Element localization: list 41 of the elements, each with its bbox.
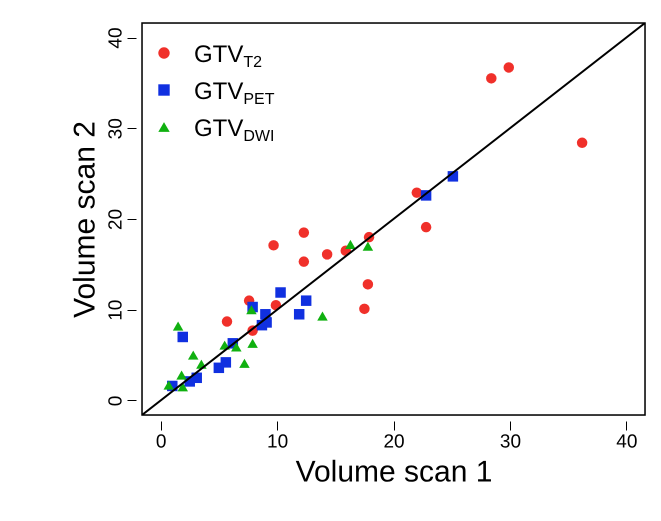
point	[268, 240, 279, 251]
point	[576, 138, 588, 148]
x-tick-label: 0	[156, 432, 166, 452]
point	[362, 242, 374, 251]
point	[300, 295, 312, 306]
point	[231, 342, 242, 352]
y-tick-label: 30	[106, 118, 126, 140]
y-tick-label: 0	[106, 396, 126, 406]
point	[294, 309, 304, 320]
point	[188, 350, 198, 360]
point	[247, 338, 258, 348]
point	[178, 332, 188, 342]
point	[298, 256, 310, 267]
x-tick-label: 40	[616, 432, 638, 452]
x-tick-label: 20	[383, 432, 405, 452]
point	[246, 305, 257, 314]
point	[222, 316, 232, 327]
point	[412, 187, 422, 198]
x-axis-title: Volume scan 1	[296, 456, 492, 488]
point	[164, 380, 174, 390]
point	[322, 249, 332, 260]
y-tick-label: 10	[106, 300, 126, 321]
x-tick-label: 30	[500, 432, 522, 452]
point	[345, 240, 356, 249]
point	[317, 312, 328, 321]
point	[275, 287, 286, 298]
y-tick-label: 40	[106, 27, 126, 49]
y-axis-title: Volume scan 2	[68, 121, 102, 318]
point	[362, 279, 374, 290]
point	[298, 227, 310, 238]
point	[178, 382, 188, 392]
point	[504, 62, 514, 73]
point	[420, 222, 432, 232]
point	[359, 304, 370, 314]
point	[214, 362, 224, 374]
x-tick-label: 10	[266, 432, 288, 452]
y-tick-label: 20	[106, 208, 126, 230]
point	[486, 73, 497, 84]
point	[172, 322, 184, 331]
point	[176, 370, 187, 380]
point	[239, 358, 250, 368]
